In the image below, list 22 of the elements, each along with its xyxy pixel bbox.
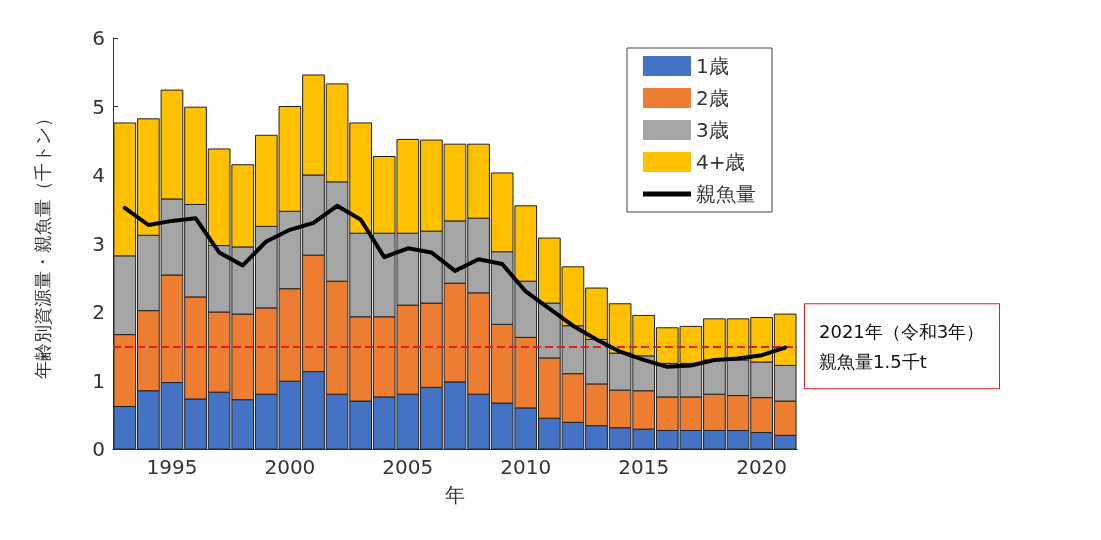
y-tick-label: 3 [92,231,105,256]
ref-line-label: 2021年（令和3年）親魚量1.5千t [819,320,985,372]
y-tick-label: 5 [92,94,105,119]
x-tick-label: 2015 [618,455,670,479]
x-tick-label: 1995 [146,455,198,479]
y-tick-label: 1 [92,368,105,393]
legend-label: 1歳 [696,54,729,78]
x-tick-label: 2005 [382,455,434,479]
y-tick-label: 0 [92,437,105,461]
x-axis-title: 年 [445,483,465,507]
legend-label: 3歳 [696,118,729,142]
legend-label: 2歳 [696,86,729,110]
y-tick-label: 4 [92,163,105,187]
legend-label: 4+歳 [696,150,746,174]
x-tick-label: 2020 [736,455,788,479]
legend-label: 親魚量 [696,182,756,206]
y-tick-label: 6 [92,26,105,50]
x-tick-label: 2000 [264,455,316,479]
y-axis-title: 年齢別資源量・親魚量（千トン） [31,108,53,379]
x-tick-label: 2010 [500,455,552,479]
y-tick-label: 2 [92,300,105,324]
line-series [122,203,788,369]
